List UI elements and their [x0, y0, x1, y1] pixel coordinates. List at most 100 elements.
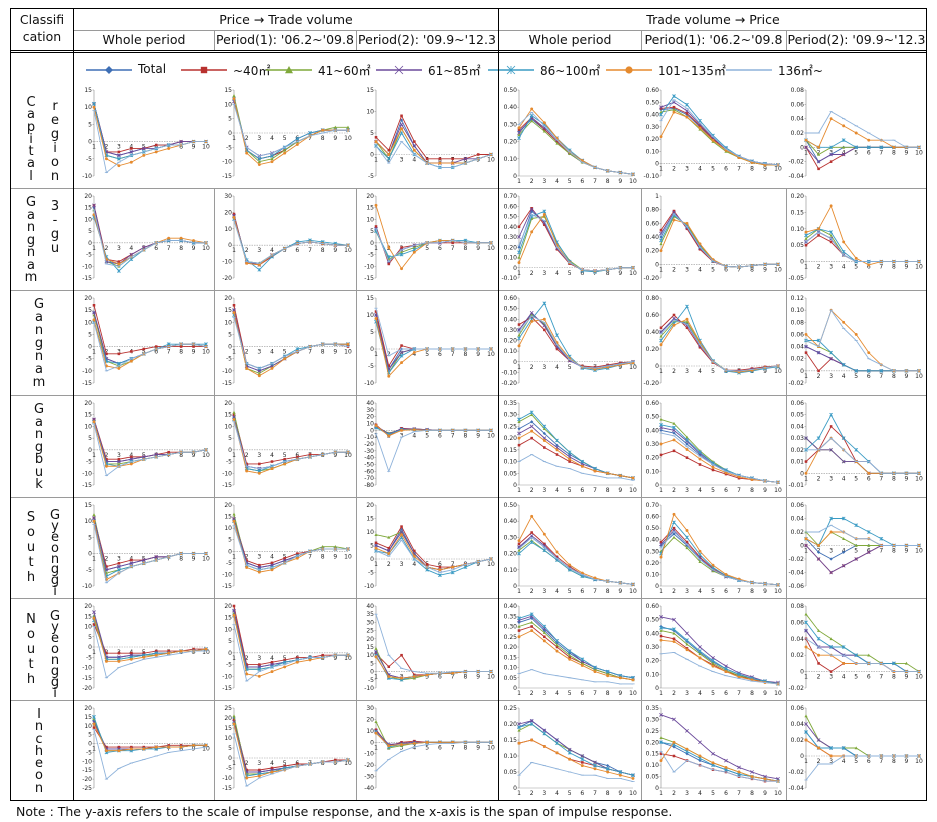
data-point — [804, 138, 808, 142]
data-point — [296, 656, 299, 659]
y-tick-label: 0.30 — [646, 716, 660, 723]
data-point — [698, 346, 702, 349]
data-point — [816, 738, 821, 742]
y-tick-label: 30 — [366, 705, 374, 712]
y-tick-label: 15 — [224, 412, 232, 419]
data-point — [672, 532, 676, 536]
data-point — [842, 661, 846, 665]
data-point — [618, 770, 623, 774]
x-tick-label: 6 — [438, 674, 442, 681]
x-tick-label: 10 — [774, 368, 782, 375]
y-tick-label: 0.20 — [504, 551, 518, 558]
data-point — [685, 456, 689, 459]
row-label-letter: u — [26, 540, 36, 555]
data-point — [685, 448, 689, 451]
data-point — [413, 140, 416, 143]
y-tick-label: 0 — [88, 551, 92, 558]
series-line — [93, 214, 207, 265]
series-line — [233, 717, 349, 773]
x-tick-label: 6 — [580, 690, 584, 697]
series-line — [805, 755, 919, 781]
data-point — [451, 161, 455, 165]
y-tick-label: 0.35 — [504, 400, 518, 407]
y-tick-label: 0.30 — [504, 534, 518, 541]
series-line — [805, 204, 919, 266]
x-tick-label: 1 — [374, 157, 378, 164]
series-line — [660, 219, 778, 268]
data-point — [129, 747, 133, 751]
data-point — [542, 624, 547, 629]
data-point — [542, 424, 547, 429]
data-point — [374, 424, 378, 427]
y-tick-label: 0.40 — [646, 234, 660, 241]
x-tick-label: 9 — [763, 690, 767, 697]
series-line — [660, 215, 778, 268]
data-point — [130, 558, 133, 562]
series-line — [233, 525, 348, 571]
x-tick-label: 10 — [629, 270, 637, 277]
data-point — [555, 347, 559, 351]
x-tick-label: 4 — [555, 790, 559, 797]
y-tick-label: 15 — [84, 502, 92, 509]
table-right-border — [926, 8, 927, 800]
x-tick-label: 8 — [750, 487, 754, 494]
data-point — [257, 263, 261, 267]
x-tick-label: 1 — [374, 245, 378, 252]
data-point — [685, 535, 689, 540]
y-tick-label: 15 — [224, 87, 232, 94]
x-tick-label: 8 — [750, 266, 754, 273]
y-tick-label: 20 — [224, 603, 232, 610]
x-tick-label: 6 — [724, 487, 728, 494]
series-line — [233, 310, 348, 372]
data-point — [542, 744, 546, 748]
x-tick-label: 1 — [374, 561, 378, 568]
x-tick-label: 9 — [618, 690, 622, 697]
y-tick-label: -5 — [86, 252, 92, 259]
x-tick-label: 1 — [517, 364, 521, 371]
series-line — [805, 231, 919, 263]
y-tick-label: -25 — [82, 785, 92, 792]
data-point — [672, 640, 676, 643]
x-tick-label: 2 — [105, 349, 109, 356]
data-point — [804, 620, 808, 625]
x-tick-label: 3 — [117, 245, 121, 252]
x-tick-label: 7 — [167, 245, 171, 252]
data-point — [854, 131, 858, 135]
x-tick-label: 9 — [333, 349, 337, 356]
series-line — [233, 310, 348, 372]
data-point — [543, 128, 546, 131]
x-tick-label: 4 — [842, 758, 846, 765]
data-point — [117, 352, 121, 356]
x-tick-label: 10 — [487, 674, 495, 681]
data-point — [555, 555, 559, 559]
series-line — [805, 545, 919, 574]
x-tick-label: 1 — [92, 649, 96, 656]
data-point — [425, 563, 429, 566]
data-point — [413, 673, 416, 677]
data-point — [232, 604, 236, 608]
y-tick-label: 0 — [370, 739, 374, 746]
series-line — [233, 421, 348, 470]
y-tick-label: 30 — [366, 407, 374, 414]
series-line — [375, 614, 491, 674]
data-point — [283, 764, 286, 768]
impulse-response-chart: 10.800.600.400.200-0.201 2 3 4 5 6 7 8 9 10 — [643, 193, 782, 282]
x-tick-label: 2 — [387, 561, 391, 568]
series-line — [233, 514, 349, 571]
x-tick-label: 1 — [232, 135, 236, 142]
row-label-letter: h — [26, 671, 36, 687]
data-point — [804, 460, 808, 463]
y-tick-label: 0.10 — [504, 753, 518, 760]
y-tick-label: 20 — [224, 295, 232, 302]
y-tick-label: 0.04 — [791, 636, 805, 643]
data-point — [567, 649, 572, 653]
x-tick-label: 4 — [412, 561, 416, 568]
data-point — [542, 548, 547, 553]
data-point — [92, 614, 96, 618]
data-point — [659, 334, 663, 338]
data-point — [542, 427, 546, 431]
y-tick-label: -15 — [222, 583, 232, 590]
